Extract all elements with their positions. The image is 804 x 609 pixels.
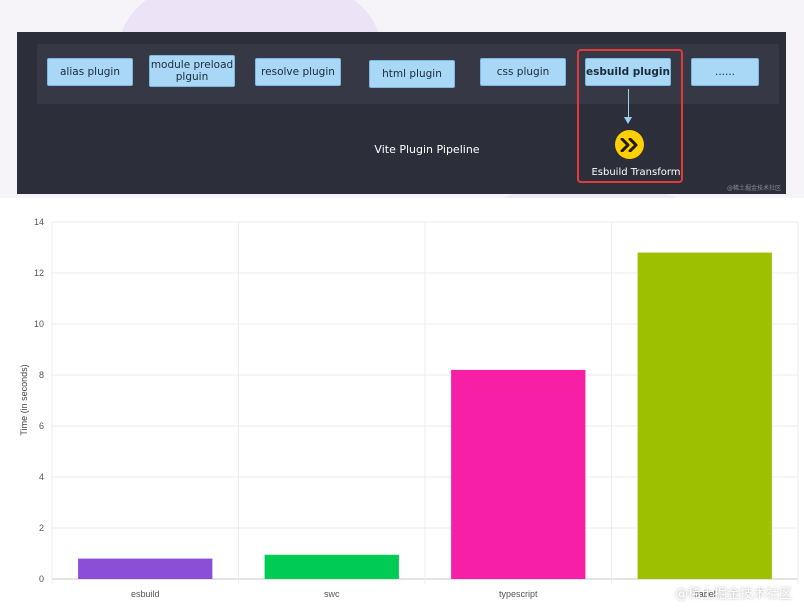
esbuild-logo-icon — [615, 130, 644, 159]
bar-babel — [637, 252, 772, 579]
y-tick-label: 14 — [34, 217, 44, 227]
x-tick-label: babel — [694, 589, 716, 599]
y-tick-label: 4 — [39, 472, 44, 482]
plugin-resolve: resolve plugin — [255, 58, 341, 86]
y-tick-label: 2 — [39, 523, 44, 533]
bar-swc — [264, 554, 399, 579]
bar-typescript — [451, 369, 586, 579]
watermark: @稀土掘金技术社区 — [674, 587, 792, 602]
diagram-credit: @稀土掘金技术社区 — [727, 185, 782, 192]
bar-esbuild — [78, 558, 213, 579]
vite-plugin-pipeline-diagram: alias plugin module preload plguin resol… — [17, 32, 786, 194]
plugin-esbuild: esbuild plugin — [585, 58, 671, 86]
x-tick-label: typescript — [499, 589, 538, 599]
plugin-module-preload: module preload plguin — [149, 55, 235, 87]
y-tick-label: 10 — [34, 319, 44, 329]
y-tick-label: 8 — [39, 370, 44, 380]
x-tick-label: esbuild — [131, 589, 160, 599]
esbuild-highlight-box — [577, 49, 683, 183]
plugin-css: css plugin — [480, 58, 566, 86]
plugin-more: ...... — [691, 58, 759, 86]
x-tick-label: swc — [324, 589, 340, 599]
y-tick-label: 0 — [39, 574, 44, 584]
y-tick-label: 6 — [39, 421, 44, 431]
y-tick-label: 12 — [34, 268, 44, 278]
esbuild-transform-label: Esbuild Transform — [591, 167, 681, 178]
arrow-head-icon — [624, 117, 632, 124]
plugin-alias: alias plugin — [47, 58, 133, 86]
y-axis-label: Time (in seconds) — [19, 364, 29, 435]
pipeline-label: Vite Plugin Pipeline — [374, 143, 480, 156]
arrow-down-icon — [628, 89, 629, 119]
plugin-html: html plugin — [369, 60, 455, 88]
